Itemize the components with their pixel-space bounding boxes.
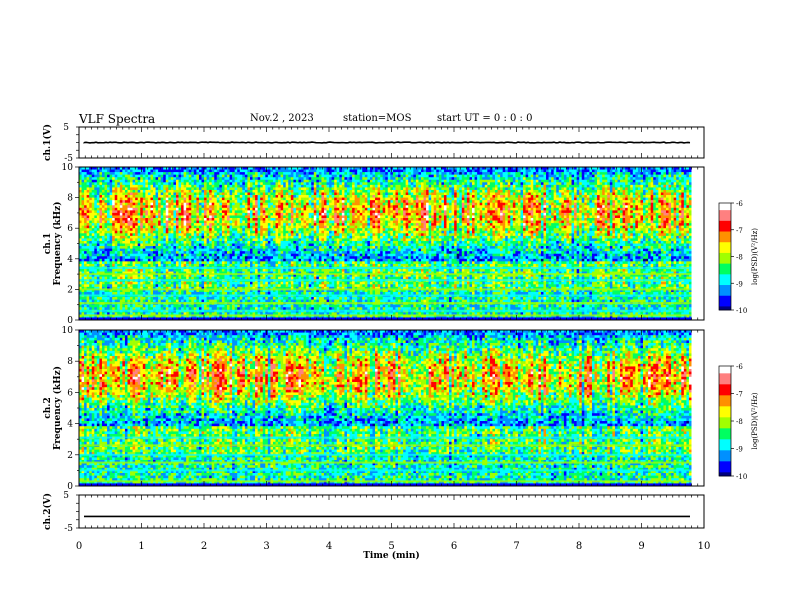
x-tick-label: 8 — [576, 541, 582, 552]
x-axis-label: Time (min) — [363, 550, 420, 561]
y-tick-label: 2 — [67, 285, 73, 295]
band-line-2khz — [79, 454, 692, 456]
y-axis-label: ch.1 — [43, 233, 53, 254]
y-tick-label: 4 — [67, 255, 73, 265]
band-line-0.3khz — [79, 480, 692, 482]
y-tick-label: 5 — [63, 123, 69, 133]
colorbar-tick-label: -7 — [736, 227, 743, 235]
band-line-3.1khz — [79, 437, 692, 439]
band-line-3.4khz — [79, 267, 692, 269]
no-data-area — [692, 167, 705, 320]
colorbar-label: log(PSD)(V²/Hz) — [751, 228, 759, 285]
colorbar-tick-label: -6 — [736, 200, 743, 208]
y-tick-label: 0 — [67, 316, 73, 326]
y-tick-label: 6 — [67, 224, 73, 234]
colorbar-tick-label: -8 — [736, 254, 743, 262]
colorbar-tick-label: -6 — [736, 363, 743, 371]
band-line-1.5khz — [79, 462, 692, 464]
band-line-1.6khz — [79, 295, 692, 297]
y-tick-label: 10 — [62, 326, 74, 336]
no-data-area — [692, 330, 705, 486]
x-tick-label: 7 — [513, 541, 519, 552]
figure-svg: 5 -5 ch.1(V) -6 -7 -8 -9 -10 log(PSD)(V²/Hz) 0 2 4 6… — [0, 0, 792, 612]
band-line-2.6khz — [79, 444, 692, 446]
y-axis-label: Frequency (kHz) — [52, 201, 63, 285]
x-tick-label: 2 — [201, 541, 207, 552]
colorbar-tick-label: -10 — [736, 307, 747, 315]
x-tick-label: 1 — [138, 541, 144, 552]
y-tick-label: 4 — [67, 420, 73, 430]
band-line-3khz — [79, 273, 692, 275]
spectrogram-cells-1 — [79, 167, 692, 320]
x-tick-label: 0 — [76, 541, 82, 552]
y-tick-label: 8 — [67, 357, 73, 367]
colorbar-tick-label: -9 — [736, 446, 743, 454]
colorbar-tick-label: -10 — [736, 473, 747, 481]
waveform-line-0 — [84, 142, 690, 143]
colorbar-label: log(PSD)(V²/Hz) — [751, 392, 759, 449]
colorbar-tick-label: -8 — [736, 418, 743, 426]
x-tick-label: 4 — [326, 541, 332, 552]
colorbar-tick-label: -9 — [736, 280, 743, 288]
band-line-0.3khz — [79, 314, 692, 316]
y-tick-label: -5 — [64, 524, 73, 534]
y-axis-label: Frequency (kHz) — [52, 366, 63, 450]
y-tick-label: 10 — [62, 163, 74, 173]
band-line-2.6khz — [79, 279, 692, 281]
y-tick-label: 2 — [67, 451, 73, 461]
y-axis-label: ch.2(V) — [42, 493, 53, 530]
x-tick-label: 6 — [451, 541, 457, 552]
band-line-1khz — [79, 469, 692, 471]
y-tick-label: 5 — [63, 491, 69, 501]
band-line-2khz — [79, 288, 692, 290]
vlf-spectra-figure: VLF Spectra Nov.2 , 2023 station=MOS sta… — [0, 0, 792, 612]
band-line-0.6khz — [79, 310, 692, 312]
spectrogram-cells-2 — [79, 330, 692, 486]
y-tick-label: 6 — [67, 388, 73, 398]
y-axis-label: ch.1(V) — [42, 124, 53, 161]
y-axis-label: ch.2 — [43, 397, 53, 418]
colorbar-tick-label: -7 — [736, 391, 743, 399]
band-line-1.1khz — [79, 302, 692, 304]
x-tick-label: 3 — [263, 541, 269, 552]
y-tick-label: 8 — [67, 194, 73, 204]
x-tick-label: 9 — [638, 541, 644, 552]
x-tick-label: 10 — [698, 541, 711, 552]
